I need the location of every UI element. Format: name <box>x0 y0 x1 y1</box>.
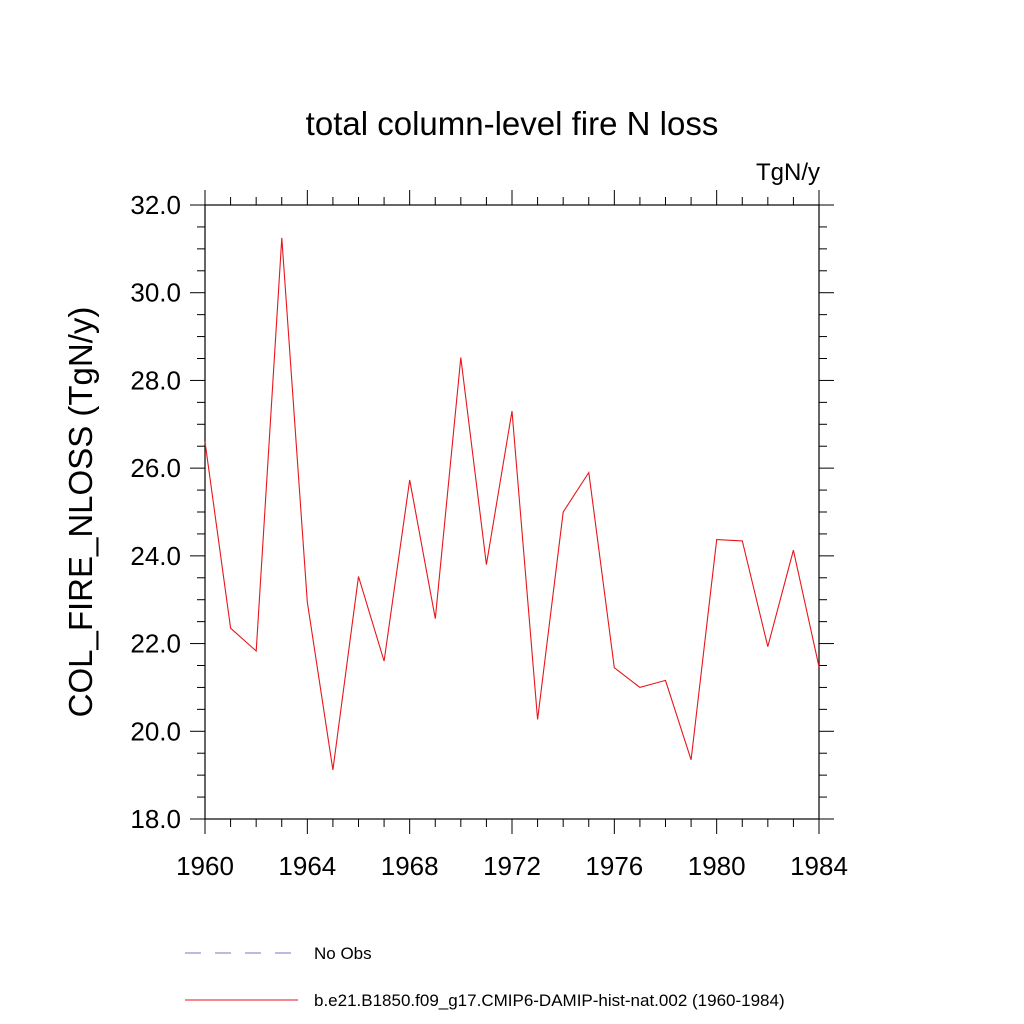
axis-ticks: 1960 1964 1968 1972 1976 1980 1984 18.0 20.0 22.0… <box>130 190 848 881</box>
series-lines <box>204 237 820 770</box>
y-tick-label: 20.0 <box>130 716 181 746</box>
y-tick-label: 26.0 <box>130 453 181 483</box>
chart-title: total column-level fire N loss <box>306 105 719 142</box>
series-line <box>204 237 820 770</box>
units-label: TgN/y <box>756 159 820 186</box>
y-tick-label: 32.0 <box>130 190 181 220</box>
y-tick-label: 30.0 <box>130 278 181 308</box>
y-tick-label: 24.0 <box>130 541 181 571</box>
y-tick-label: 22.0 <box>130 629 181 659</box>
x-tick-label: 1972 <box>483 851 541 881</box>
x-tick-label: 1980 <box>688 851 746 881</box>
legend-label-model-run: b.e21.B1850.f09_g17.CMIP6-DAMIP-hist-nat… <box>314 991 785 1010</box>
x-tick-label: 1984 <box>790 851 848 881</box>
y-tick-label: 18.0 <box>130 804 181 834</box>
y-axis-label: COL_FIRE_NLOSS (TgN/y) <box>62 307 99 718</box>
y-tick-label: 28.0 <box>130 365 181 395</box>
x-tick-label: 1976 <box>585 851 643 881</box>
legend-label-no-obs: No Obs <box>314 944 372 963</box>
x-tick-label: 1964 <box>278 851 336 881</box>
plot-frame <box>204 204 820 820</box>
x-tick-label: 1960 <box>176 851 234 881</box>
x-tick-label: 1968 <box>381 851 439 881</box>
legend: No Obs b.e21.B1850.f09_g17.CMIP6-DAMIP-h… <box>185 944 785 1010</box>
